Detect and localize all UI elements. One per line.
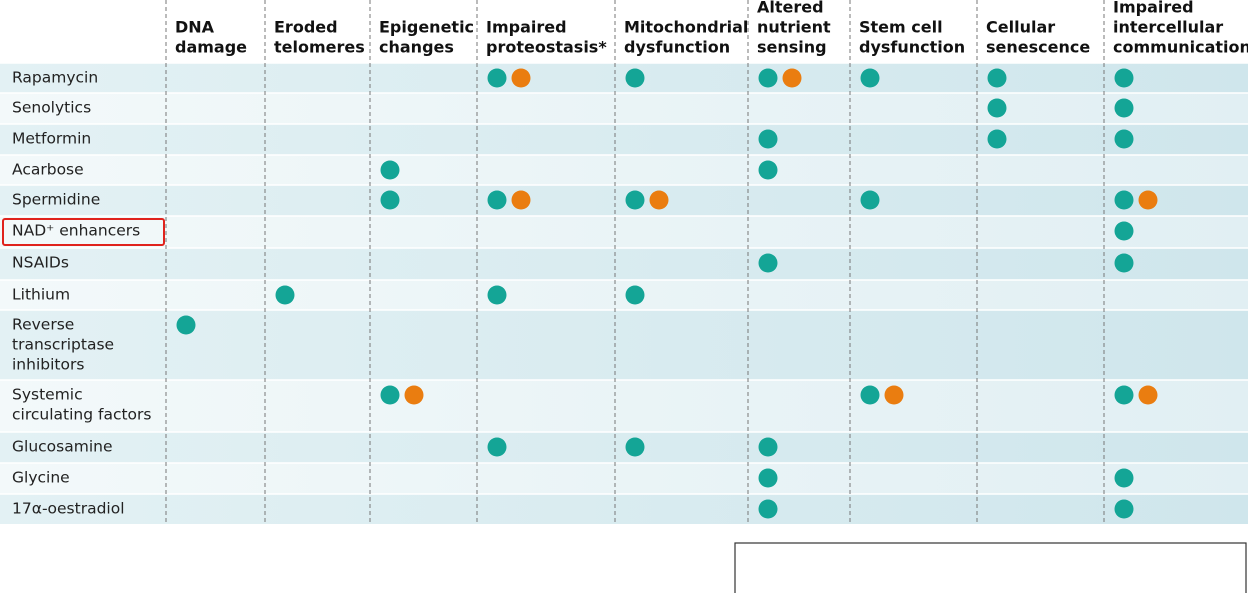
row-background bbox=[0, 63, 1248, 93]
column-header: dysfunction bbox=[859, 38, 965, 57]
column-header: dysfunction bbox=[624, 38, 730, 57]
hallmark-dot bbox=[758, 160, 778, 180]
hallmark-dot bbox=[1114, 129, 1134, 149]
column-header: communication bbox=[1113, 38, 1248, 57]
hallmark-dot bbox=[404, 385, 424, 405]
row-background bbox=[0, 248, 1248, 280]
column-header: Altered bbox=[757, 0, 824, 17]
legend-box bbox=[734, 542, 1247, 596]
column-header: Mitochondrial bbox=[624, 18, 748, 37]
hallmark-dot bbox=[625, 190, 645, 210]
hallmark-dot bbox=[758, 68, 778, 88]
hallmark-dot bbox=[758, 468, 778, 488]
column-header: Impaired bbox=[486, 18, 567, 37]
hallmark-dot bbox=[1138, 385, 1158, 405]
column-header: sensing bbox=[757, 38, 827, 57]
row-background bbox=[0, 280, 1248, 310]
row-label: transcriptase bbox=[12, 336, 114, 354]
hallmark-dot bbox=[625, 68, 645, 88]
column-header: changes bbox=[379, 38, 454, 57]
hallmark-dot bbox=[1114, 98, 1134, 118]
hallmark-dot bbox=[987, 68, 1007, 88]
row-background bbox=[0, 310, 1248, 380]
column-header: intercellular bbox=[1113, 18, 1223, 37]
hallmark-dot bbox=[625, 285, 645, 305]
hallmark-dot bbox=[758, 437, 778, 457]
row-background bbox=[0, 155, 1248, 185]
column-header: Eroded bbox=[274, 18, 338, 37]
row-label: NAD⁺ enhancers bbox=[12, 222, 140, 240]
highlight-box bbox=[2, 218, 165, 246]
hallmark-dot bbox=[625, 437, 645, 457]
row-background bbox=[0, 93, 1248, 124]
hallmark-dot bbox=[1114, 68, 1134, 88]
row-label: Acarbose bbox=[12, 161, 84, 179]
row-label: Systemic bbox=[12, 386, 83, 404]
column-header: Impaired bbox=[1113, 0, 1194, 17]
row-label: NSAIDs bbox=[12, 254, 69, 272]
row-background bbox=[0, 380, 1248, 432]
hallmark-dot bbox=[1114, 190, 1134, 210]
hallmark-dot bbox=[860, 190, 880, 210]
row-label: Reverse bbox=[12, 316, 74, 334]
hallmark-dot bbox=[860, 68, 880, 88]
hallmark-dot bbox=[487, 68, 507, 88]
row-label: circulating factors bbox=[12, 406, 151, 424]
hallmark-dot bbox=[176, 315, 196, 335]
column-header: nutrient bbox=[757, 18, 831, 37]
hallmark-dot bbox=[1114, 499, 1134, 519]
hallmark-dot bbox=[1138, 190, 1158, 210]
row-background bbox=[0, 185, 1248, 216]
hallmark-dot bbox=[1114, 468, 1134, 488]
column-header: Cellular bbox=[986, 18, 1055, 37]
column-header: senescence bbox=[986, 38, 1090, 57]
hallmark-dot bbox=[275, 285, 295, 305]
hallmark-dot bbox=[487, 285, 507, 305]
hallmark-dot bbox=[758, 129, 778, 149]
column-header: proteostasis* bbox=[486, 38, 607, 57]
row-background bbox=[0, 432, 1248, 463]
hallmark-dot bbox=[782, 68, 802, 88]
column-header: Epigenetic bbox=[379, 18, 474, 37]
hallmark-dot bbox=[758, 499, 778, 519]
hallmark-dot bbox=[380, 190, 400, 210]
row-label: Lithium bbox=[12, 286, 70, 304]
hallmark-dot bbox=[884, 385, 904, 405]
hallmark-dot bbox=[860, 385, 880, 405]
row-label: 17α-oestradiol bbox=[12, 500, 125, 518]
hallmark-dot bbox=[487, 190, 507, 210]
hallmark-dot bbox=[649, 190, 669, 210]
row-background bbox=[0, 494, 1248, 524]
hallmark-dot bbox=[511, 68, 531, 88]
hallmark-dot bbox=[380, 385, 400, 405]
row-label: Rapamycin bbox=[12, 69, 98, 87]
hallmark-dot bbox=[987, 129, 1007, 149]
column-header: Stem cell bbox=[859, 18, 943, 37]
row-background bbox=[0, 463, 1248, 494]
hallmark-dot bbox=[1114, 221, 1134, 241]
row-label: Glucosamine bbox=[12, 438, 113, 456]
row-background bbox=[0, 124, 1248, 155]
row-label: Spermidine bbox=[12, 191, 100, 209]
row-label: inhibitors bbox=[12, 356, 84, 374]
hallmark-dot bbox=[1114, 385, 1134, 405]
hallmark-dot bbox=[511, 190, 531, 210]
row-label: Senolytics bbox=[12, 99, 91, 117]
hallmark-dot bbox=[758, 253, 778, 273]
row-label: Metformin bbox=[12, 130, 91, 148]
column-header: damage bbox=[175, 38, 247, 57]
column-header: telomeres bbox=[274, 38, 365, 57]
hallmark-dot bbox=[487, 437, 507, 457]
row-background bbox=[0, 216, 1248, 248]
row-label: Glycine bbox=[12, 469, 70, 487]
column-header: DNA bbox=[175, 18, 215, 37]
hallmark-dot bbox=[380, 160, 400, 180]
hallmark-dot bbox=[987, 98, 1007, 118]
hallmark-dot bbox=[1114, 253, 1134, 273]
